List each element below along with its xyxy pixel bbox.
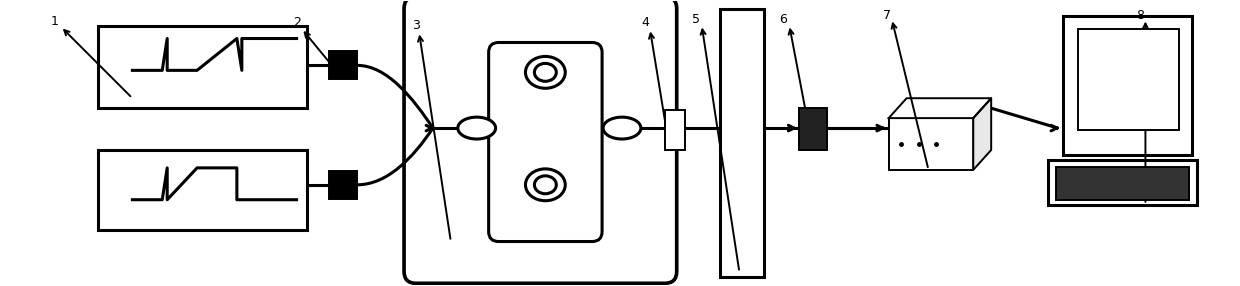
Bar <box>799 108 827 150</box>
Text: 3: 3 <box>412 19 420 32</box>
Bar <box>1063 16 1192 155</box>
Ellipse shape <box>534 176 557 194</box>
Ellipse shape <box>526 169 565 201</box>
Text: 6: 6 <box>779 13 787 26</box>
Bar <box>330 171 357 199</box>
Bar <box>98 150 306 230</box>
Bar <box>98 25 306 108</box>
Bar <box>1078 29 1179 130</box>
Polygon shape <box>973 98 991 170</box>
FancyBboxPatch shape <box>404 0 677 283</box>
Bar <box>1048 160 1197 205</box>
Ellipse shape <box>526 56 565 88</box>
Polygon shape <box>889 98 991 118</box>
Bar <box>719 9 764 277</box>
Bar <box>1056 167 1189 200</box>
Bar <box>889 118 973 170</box>
FancyBboxPatch shape <box>489 43 603 241</box>
Text: 7: 7 <box>883 9 890 22</box>
Ellipse shape <box>603 117 641 139</box>
Text: 1: 1 <box>51 15 58 28</box>
Bar <box>665 110 684 150</box>
Ellipse shape <box>458 117 496 139</box>
Text: 8: 8 <box>1137 9 1145 22</box>
Text: 2: 2 <box>293 16 300 29</box>
Ellipse shape <box>534 63 557 81</box>
Bar <box>330 51 357 79</box>
Text: 4: 4 <box>641 16 649 29</box>
Text: 5: 5 <box>692 13 699 26</box>
